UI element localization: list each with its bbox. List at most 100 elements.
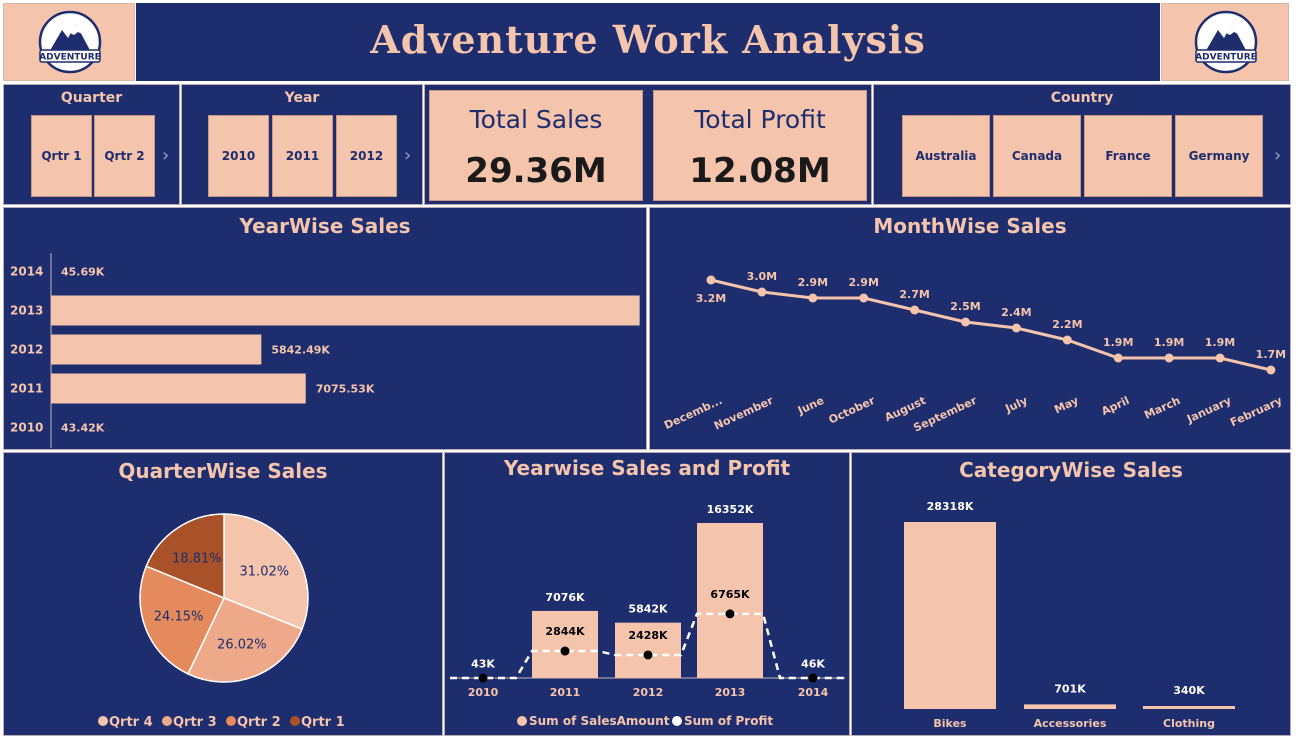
legend-marker (672, 716, 682, 726)
quarter-slicer: Quarter Qrtr 1 Qrtr 2 › (3, 84, 180, 205)
data-point (706, 275, 716, 285)
data-label: 2.5M (950, 300, 980, 313)
data-point (1011, 323, 1021, 333)
country-slicer-item[interactable]: Germany (1175, 115, 1263, 197)
data-point (1215, 353, 1225, 363)
slice-label: 31.02% (240, 565, 290, 580)
yearwise-sales-profit-panel: Yearwise Sales and Profit 43K 2010 7076K 20… (444, 452, 850, 736)
country-slicer-item[interactable]: Canada (993, 115, 1081, 197)
quarter-slicer-item[interactable]: Qrtr 2 (94, 115, 155, 197)
profit-label: 6765K (710, 588, 750, 601)
data-point (910, 305, 920, 315)
legend-label: Sum of Profit (684, 714, 773, 728)
pie-slice (145, 513, 225, 600)
data-label: 2.9M (798, 276, 828, 289)
monthwise-sales-panel: MonthWise Sales 3.2M Decemb... 3.0M Novembe… (649, 207, 1291, 450)
logo-right-panel: ADVENTURE (1161, 3, 1289, 81)
x-tick-label: July (1003, 394, 1030, 416)
slice-label: 18.81% (172, 552, 222, 567)
categorywise-sales-title: CategoryWise Sales (959, 458, 1183, 482)
bar (1143, 706, 1235, 709)
profit-point (478, 673, 488, 683)
sales-bar (532, 610, 598, 678)
legend-marker (290, 716, 300, 726)
x-tick-label: Clothing (1163, 717, 1215, 730)
data-point (961, 317, 970, 327)
quarter-slicer-label: Quarter (60, 90, 123, 106)
bar (1024, 704, 1116, 709)
x-tick-label: March (1142, 394, 1182, 422)
legend-label: Sum of SalesAmount (529, 714, 670, 728)
year-slicer-label: Year (284, 90, 320, 106)
y-tick-label: 2013 (10, 304, 43, 318)
pie-slice (187, 597, 304, 683)
data-point (859, 293, 869, 303)
data-point (1266, 365, 1276, 375)
data-label: 2.4M (1001, 306, 1031, 319)
title-bar: Adventure Work Analysis (136, 3, 1160, 81)
year-slicer-item[interactable]: 2011 (272, 115, 333, 197)
data-point (757, 287, 767, 297)
sales-label: 43K (471, 658, 495, 671)
categorywise-sales-panel: CategoryWise Sales 28318K Bikes 701K Access… (851, 452, 1291, 736)
data-point (1113, 353, 1123, 363)
bar (904, 522, 996, 709)
country-slicer-label: Country (1050, 90, 1114, 106)
country-slicer: Country Australia Canada France Germany … (873, 84, 1291, 205)
chevron-right-icon[interactable]: › (162, 145, 170, 166)
quarter-slicer-item[interactable]: Qrtr 1 (31, 115, 92, 197)
data-label: 7075.53K (316, 383, 375, 396)
chevron-right-icon[interactable]: › (404, 145, 412, 166)
x-tick-label: 2013 (715, 686, 746, 699)
sales-bar (615, 622, 681, 678)
total-profit-value: 12.08M (689, 151, 831, 191)
profit-point (560, 646, 570, 656)
logo-text: ADVENTURE (39, 53, 101, 63)
x-tick-label: 2011 (550, 686, 581, 699)
sales-label: 46K (801, 658, 825, 671)
yearwise-sales-profit-chart: 43K 2010 7076K 2011 5842K 2012 16352K 2013 46K 20… (450, 503, 846, 728)
monthwise-sales-chart: 3.2MDecemb...3.0MNovember2.9MJune2.9MOct… (662, 270, 1286, 435)
yearwise-sales-title: YearWise Sales (239, 214, 411, 238)
page-title: Adventure Work Analysis (370, 17, 926, 62)
data-label: 45.69K (61, 266, 105, 279)
yearwise-sales-chart: 2014 45.69K 2013 2012 5842.49K 2011 7075.53K 20… (10, 253, 640, 448)
legend-label: Qrtr 2 (237, 715, 281, 730)
legend-label: Qrtr 4 (109, 715, 153, 730)
profit-point (725, 609, 735, 619)
year-slicer-item[interactable]: 2010 (208, 115, 269, 197)
quarterwise-sales-chart: 31.02% 26.02% 24.15% 18.81% Qrtr 4 Qrtr 3 Qrtr… (98, 513, 345, 730)
data-label: 3.2M (696, 292, 726, 305)
kpi-panel: Total Sales 29.36M Total Profit 12.08M (424, 84, 872, 205)
data-label: 2.9M (848, 276, 878, 289)
bar (51, 295, 640, 326)
country-slicer-item[interactable]: Australia (902, 115, 990, 197)
categorywise-sales-chart: 28318K Bikes 701K Accessories 340K Clothing (904, 500, 1235, 730)
yearwise-sales-panel: YearWise Sales 2014 45.69K 2013 2012 5842.49… (3, 207, 647, 450)
year-slicer-item[interactable]: 2012 (336, 115, 397, 197)
logo-text: ADVENTURE (1195, 53, 1257, 63)
total-sales-label: Total Sales (469, 105, 603, 134)
y-tick-label: 2010 (10, 421, 43, 435)
total-sales-card: Total Sales 29.36M (429, 90, 643, 201)
x-tick-label: June (795, 394, 826, 418)
bar (51, 334, 262, 365)
data-point (808, 293, 818, 303)
yearwise-sales-profit-title: Yearwise Sales and Profit (503, 456, 791, 480)
profit-line (450, 612, 846, 680)
country-slicer-item[interactable]: France (1084, 115, 1172, 197)
total-sales-value: 29.36M (465, 151, 607, 191)
profit-label: 2844K (545, 625, 585, 638)
pie-slice (139, 565, 226, 675)
monthwise-sales-title: MonthWise Sales (873, 214, 1067, 238)
slice-label: 24.15% (154, 610, 204, 625)
chevron-right-icon[interactable]: › (1274, 145, 1282, 166)
sales-label: 16352K (707, 503, 754, 516)
profit-point (643, 650, 653, 660)
data-label: 43.42K (61, 422, 105, 435)
data-label: 1.9M (1154, 336, 1184, 349)
data-label: 2.2M (1052, 318, 1082, 331)
x-tick-label: Accessories (1034, 717, 1107, 730)
x-tick-label: May (1052, 394, 1080, 416)
x-tick-label: April (1099, 394, 1131, 418)
